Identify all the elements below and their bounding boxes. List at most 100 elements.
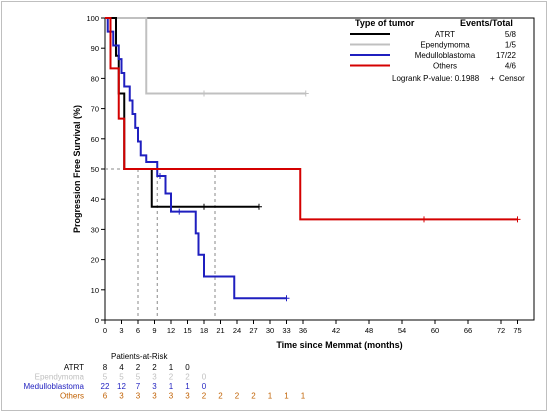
legend-label-others: Others — [433, 62, 457, 71]
curve-ependymoma — [105, 17, 306, 95]
y-tick-label: 60 — [91, 135, 99, 144]
risk-count-ependymoma: 3 — [152, 373, 157, 382]
risk-count-others: 6 — [103, 392, 108, 401]
risk-count-others: 1 — [284, 392, 289, 401]
risk-count-others: 3 — [152, 392, 157, 401]
risk-count-others: 2 — [202, 392, 207, 401]
risk-count-ependymoma: 2 — [185, 373, 190, 382]
x-tick-label: 66 — [464, 326, 472, 335]
y-tick-label: 70 — [91, 105, 99, 114]
risk-count-others: 3 — [185, 392, 190, 401]
risk-count-ependymoma: 5 — [103, 373, 108, 382]
risk-count-medulloblastoma: 1 — [169, 382, 174, 391]
risk-count-others: 3 — [169, 392, 174, 401]
y-tick-label: 30 — [91, 225, 99, 234]
legend-pvalue: Logrank P-value: 0.1988 — [392, 74, 480, 83]
risk-count-medulloblastoma: 0 — [202, 382, 207, 391]
censor-mark-medulloblastoma — [157, 172, 163, 179]
legend-header-events: Events/Total — [460, 18, 513, 28]
risk-count-ependymoma: 0 — [202, 373, 207, 382]
censor-mark-ependymoma — [201, 90, 207, 97]
legend-events-ependymoma: 1/5 — [505, 41, 517, 50]
y-tick-label: 0 — [95, 316, 99, 325]
survival-curves — [105, 17, 521, 302]
x-tick-label: 75 — [513, 326, 521, 335]
censor-mark-atrt — [256, 203, 262, 210]
censor-mark-medulloblastoma — [283, 295, 290, 302]
legend-label-ependymoma: Ependymoma — [420, 41, 470, 50]
risk-count-others: 3 — [136, 392, 141, 401]
x-tick-label: 30 — [266, 326, 274, 335]
y-tick-label: 50 — [91, 165, 99, 174]
curve-atrt — [105, 17, 259, 208]
risk-count-ependymoma: 2 — [169, 373, 174, 382]
x-tick-label: 48 — [365, 326, 373, 335]
censor-mark-ependymoma — [302, 90, 309, 97]
risk-count-others: 2 — [218, 392, 223, 401]
x-tick-label: 33 — [282, 326, 290, 335]
risk-count-others: 2 — [251, 392, 256, 401]
x-tick-label: 24 — [233, 326, 241, 335]
risk-table-title: Patients-at-Risk — [111, 352, 168, 361]
risk-count-others: 1 — [301, 392, 306, 401]
risk-count-ependymoma: 5 — [119, 373, 124, 382]
censor-mark-others — [421, 216, 427, 223]
x-tick-label: 42 — [332, 326, 340, 335]
y-tick-label: 10 — [91, 286, 99, 295]
y-tick-label: 100 — [86, 14, 99, 23]
risk-count-atrt: 2 — [136, 363, 141, 372]
legend-censor-label: Censor — [499, 74, 525, 83]
legend: Type of tumor Events/Total ATRT 5/8 Ependymo… — [350, 18, 525, 83]
legend-label-medulloblastoma: Medulloblastoma — [415, 51, 476, 60]
x-tick-label: 54 — [398, 326, 406, 335]
risk-row-label-medulloblastoma: Medulloblastoma — [24, 382, 85, 391]
risk-row-label-ependymoma: Ependymoma — [35, 373, 85, 382]
risk-count-medulloblastoma: 1 — [185, 382, 190, 391]
x-tick-label: 12 — [167, 326, 175, 335]
risk-count-atrt: 0 — [185, 363, 190, 372]
x-tick-label: 9 — [152, 326, 156, 335]
legend-events-atrt: 5/8 — [505, 30, 517, 39]
x-tick-label: 18 — [200, 326, 208, 335]
risk-count-medulloblastoma: 7 — [136, 382, 141, 391]
risk-count-atrt: 4 — [119, 363, 124, 372]
y-tick-label: 90 — [91, 44, 99, 53]
y-tick-label: 20 — [91, 256, 99, 265]
curve-others — [105, 17, 518, 221]
risk-row-label-atrt: ATRT — [64, 363, 84, 372]
risk-count-medulloblastoma: 22 — [101, 382, 110, 391]
risk-count-others: 2 — [235, 392, 240, 401]
risk-count-others: 1 — [268, 392, 273, 401]
risk-row-label-others: Others — [60, 392, 84, 401]
legend-header-tumor: Type of tumor — [355, 18, 415, 28]
x-tick-label: 36 — [299, 326, 307, 335]
x-tick-label: 3 — [119, 326, 123, 335]
legend-censor-symbol: + — [490, 74, 495, 83]
risk-count-atrt: 1 — [169, 363, 174, 372]
x-tick-label: 6 — [136, 326, 140, 335]
x-tick-label: 72 — [497, 326, 505, 335]
legend-events-others: 4/6 — [505, 62, 517, 71]
legend-label-atrt: ATRT — [435, 30, 455, 39]
x-tick-label: 15 — [183, 326, 191, 335]
x-tick-label: 21 — [216, 326, 224, 335]
censor-mark-atrt — [201, 203, 207, 210]
x-tick-label: 27 — [249, 326, 257, 335]
risk-count-others: 3 — [119, 392, 124, 401]
curve-medulloblastoma — [105, 17, 287, 300]
risk-count-atrt: 2 — [152, 363, 157, 372]
x-tick-label: 0 — [103, 326, 107, 335]
risk-count-atrt: 8 — [103, 363, 108, 372]
y-tick-label: 40 — [91, 195, 99, 204]
censor-mark-others — [514, 216, 521, 223]
x-tick-label: 60 — [431, 326, 439, 335]
risk-count-medulloblastoma: 12 — [117, 382, 126, 391]
legend-events-medulloblastoma: 17/22 — [496, 51, 517, 60]
y-tick-label: 80 — [91, 74, 99, 83]
risk-count-medulloblastoma: 3 — [152, 382, 157, 391]
y-axis-label: Progression Free Survival (%) — [72, 105, 82, 233]
x-axis-label: Time since Memmat (months) — [276, 340, 402, 350]
